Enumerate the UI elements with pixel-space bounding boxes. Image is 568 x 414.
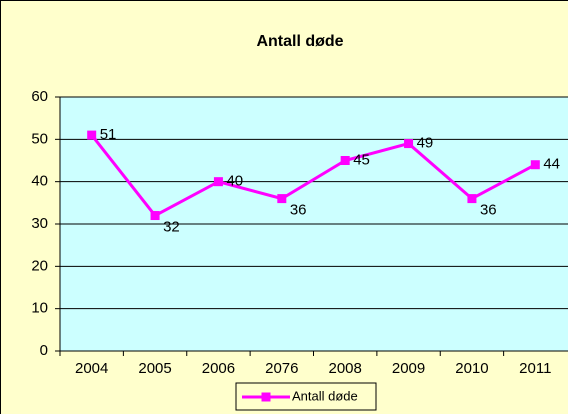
data-label: 49 bbox=[417, 135, 434, 152]
legend-marker bbox=[261, 392, 271, 402]
chart-title: Antall døde bbox=[256, 33, 343, 50]
data-marker bbox=[277, 194, 287, 204]
data-line bbox=[90, 134, 537, 218]
data-marker bbox=[404, 139, 414, 149]
data-label: 44 bbox=[543, 156, 560, 173]
data-label: 36 bbox=[290, 202, 307, 219]
x-tick-label: 2004 bbox=[75, 360, 108, 377]
y-tick-label: 10 bbox=[31, 300, 48, 317]
x-tick-label: 2008 bbox=[329, 360, 362, 377]
y-tick-label: 50 bbox=[31, 130, 48, 147]
x-tick-label: 2005 bbox=[138, 360, 171, 377]
data-label: 40 bbox=[226, 173, 243, 190]
legend-label: Antall døde bbox=[292, 388, 358, 403]
data-marker bbox=[213, 177, 223, 187]
y-tick-label: 40 bbox=[31, 173, 48, 190]
x-tick-label: 2011 bbox=[519, 360, 551, 377]
data-label: 36 bbox=[480, 202, 497, 219]
data-label: 51 bbox=[100, 126, 117, 143]
data-marker bbox=[87, 130, 97, 140]
y-tick-label: 30 bbox=[31, 215, 48, 232]
y-tick-label: 20 bbox=[31, 257, 48, 274]
data-label: 32 bbox=[163, 219, 180, 236]
data-marker bbox=[467, 194, 477, 204]
x-tick-label: 2010 bbox=[455, 360, 488, 377]
y-tick-label: 60 bbox=[31, 88, 48, 105]
y-tick-label: 0 bbox=[40, 342, 48, 359]
data-label: 45 bbox=[353, 151, 370, 168]
x-tick-label: 2006 bbox=[202, 360, 235, 377]
data-marker bbox=[530, 160, 540, 170]
x-tick-label: 2009 bbox=[392, 360, 425, 377]
data-marker bbox=[150, 211, 160, 221]
x-tick-label: 2076 bbox=[265, 360, 298, 377]
data-marker bbox=[340, 156, 350, 165]
